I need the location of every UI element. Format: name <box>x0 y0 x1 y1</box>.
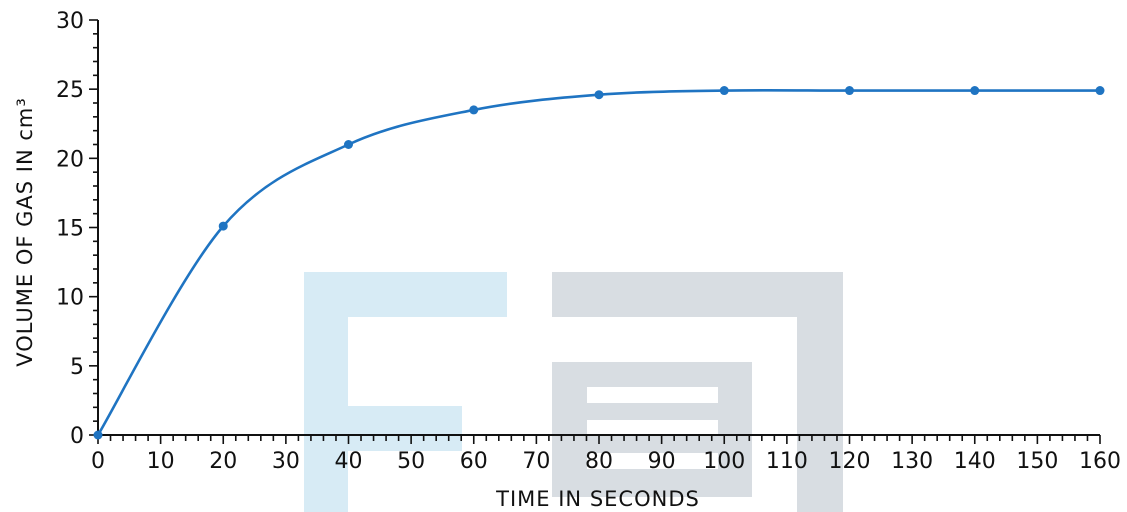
x-tick-label: 40 <box>335 449 363 474</box>
y-tick-label: 25 <box>56 78 84 103</box>
x-tick-label: 10 <box>147 449 175 474</box>
data-point <box>845 86 854 96</box>
y-tick-label: 5 <box>70 355 84 380</box>
data-point <box>970 86 980 96</box>
y-tick-label: 10 <box>56 286 84 311</box>
x-tick-label: 30 <box>272 449 300 474</box>
x-tick-label: 100 <box>703 449 745 474</box>
x-tick-label: 160 <box>1079 449 1121 474</box>
data-point <box>594 90 604 100</box>
watermark-block <box>552 272 843 317</box>
y-tick-label: 30 <box>56 9 84 34</box>
series-line <box>96 88 1102 437</box>
tick-labels: 0 10 20 30 40 50 60 70 80 90 100 110 120 130 140 150 160… <box>56 9 1121 474</box>
x-tick-label: 110 <box>766 449 808 474</box>
x-tick-label: 140 <box>954 449 996 474</box>
data-point <box>719 86 729 96</box>
y-axis-title: VOLUME OF GAS IN cm³ <box>13 97 37 367</box>
x-axis-title: TIME IN SECONDS <box>495 487 700 511</box>
y-tick-label: 20 <box>56 147 84 172</box>
data-point <box>344 140 353 149</box>
y-tick-label: 15 <box>56 217 84 242</box>
data-point <box>1095 86 1105 96</box>
x-tick-label: 50 <box>397 449 425 474</box>
y-tick-label: 0 <box>70 424 84 449</box>
watermark-block <box>797 272 843 512</box>
x-tick-label: 120 <box>829 449 871 474</box>
data-point <box>218 221 228 231</box>
data-series <box>93 86 1105 440</box>
x-tick-label: 130 <box>891 449 933 474</box>
data-point <box>469 105 479 115</box>
watermark-block <box>587 420 718 436</box>
watermark-block <box>304 406 462 451</box>
x-tick-label: 0 <box>91 449 105 474</box>
x-tick-label: 150 <box>1016 449 1058 474</box>
x-tick-label: 80 <box>585 449 613 474</box>
x-tick-label: 20 <box>209 449 237 474</box>
x-tick-label: 60 <box>460 449 488 474</box>
watermark-block <box>304 272 348 512</box>
x-tick-label: 90 <box>648 449 676 474</box>
watermark-block <box>587 387 718 403</box>
watermark-block <box>587 453 718 469</box>
tick-marks <box>89 19 1101 444</box>
x-tick-label: 70 <box>522 449 550 474</box>
watermark-logo <box>304 272 843 512</box>
data-point <box>93 430 103 440</box>
